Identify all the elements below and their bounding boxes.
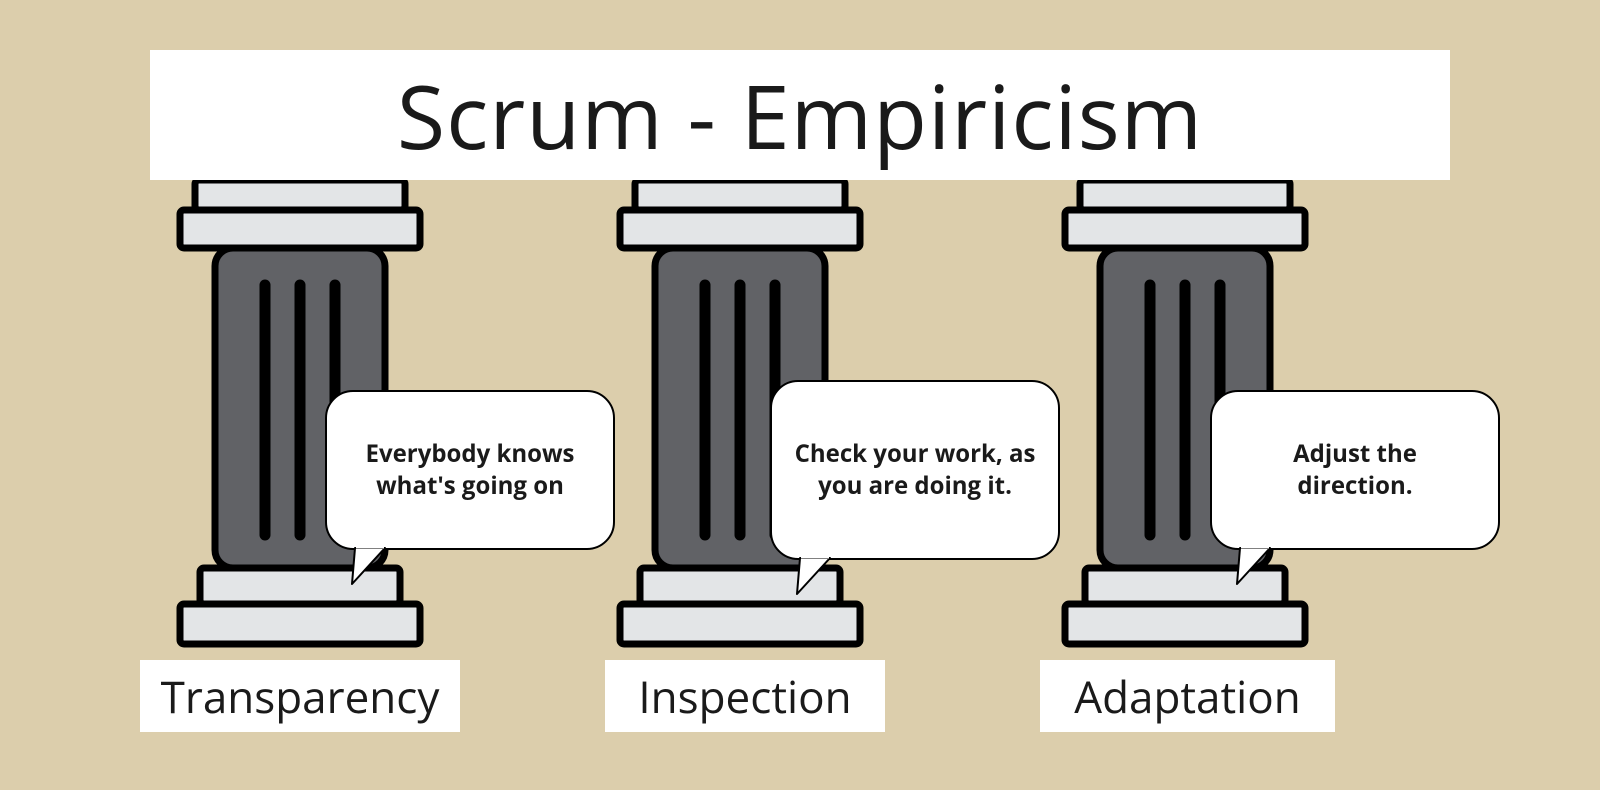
label-text: Adaptation — [1074, 666, 1301, 726]
label-adaptation: Adaptation — [1040, 660, 1335, 732]
label-text: Inspection — [638, 666, 851, 726]
bubble-text: Check your work, as you are doing it. — [794, 438, 1036, 503]
label-text: Transparency — [161, 666, 440, 726]
speech-tail-icon — [1235, 546, 1275, 586]
label-inspection: Inspection — [605, 660, 885, 732]
speech-bubble-adaptation: Adjust the direction. — [1210, 390, 1500, 550]
label-transparency: Transparency — [140, 660, 460, 732]
page-title: Scrum - Empiricism — [397, 55, 1203, 175]
speech-bubble-inspection: Check your work, as you are doing it. — [770, 380, 1060, 560]
speech-tail-icon — [350, 546, 390, 586]
speech-bubble-transparency: Everybody knows what's going on — [325, 390, 615, 550]
bubble-text: Adjust the direction. — [1234, 438, 1476, 503]
bubble-text: Everybody knows what's going on — [349, 438, 591, 503]
title-banner: Scrum - Empiricism — [150, 50, 1450, 180]
speech-tail-icon — [795, 556, 835, 596]
